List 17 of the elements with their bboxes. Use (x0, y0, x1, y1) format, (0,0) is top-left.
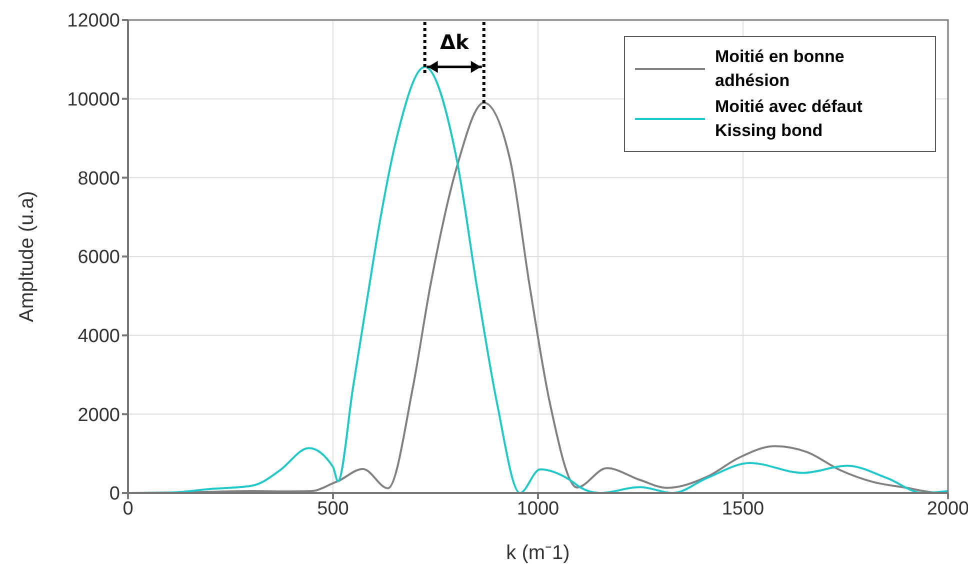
y-tick-label: 0 (109, 484, 120, 505)
y-axis-title: Ampltude (u.a) (16, 190, 38, 322)
x-axis-title: k (m⁻1) (506, 542, 570, 564)
y-tick-label: 12000 (67, 10, 120, 32)
x-tick-label: 500 (317, 498, 349, 520)
x-tick-label: 1000 (516, 498, 560, 520)
y-tick-label: 4000 (78, 326, 120, 348)
x-tick-label: 2000 (926, 498, 970, 520)
annotation: Δk (440, 30, 470, 54)
y-tick-label: 10000 (67, 90, 120, 111)
legend-label: Moitié en bonne adhésion (715, 46, 846, 92)
x-tick-label: 0 (122, 498, 134, 520)
y-tick-label: 6000 (78, 247, 120, 268)
legend-label: Moitié avec défaut Kissing bond (715, 96, 864, 142)
y-tick-label: 8000 (78, 168, 120, 190)
x-tick-label: 1500 (722, 498, 764, 520)
y-tick-label: 2000 (78, 404, 120, 426)
